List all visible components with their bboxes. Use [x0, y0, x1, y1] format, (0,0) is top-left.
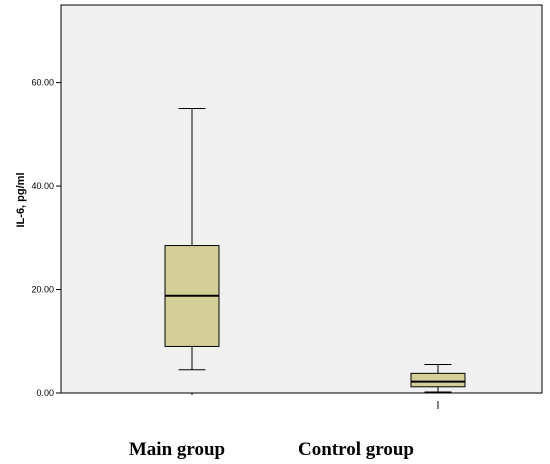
category-label: Control group	[298, 439, 414, 460]
iqr-box	[410, 372, 466, 388]
boxes-layer	[164, 107, 466, 409]
y-axis: 0.00 20.00 40.00 60.00	[31, 78, 61, 398]
box-1	[164, 107, 220, 371]
x-axis-labels: Main group Control group	[129, 439, 414, 460]
y-axis-title: IL-6, pg/ml	[15, 173, 27, 228]
y-tick-label: 40.00	[31, 181, 54, 191]
category-label: Main group	[129, 439, 225, 460]
box-2	[410, 364, 466, 393]
y-tick-label: 20.00	[31, 285, 54, 295]
y-tick-label: 0.00	[36, 388, 54, 398]
y-tick-label: 60.00	[31, 78, 54, 88]
plot-area	[60, 4, 543, 394]
